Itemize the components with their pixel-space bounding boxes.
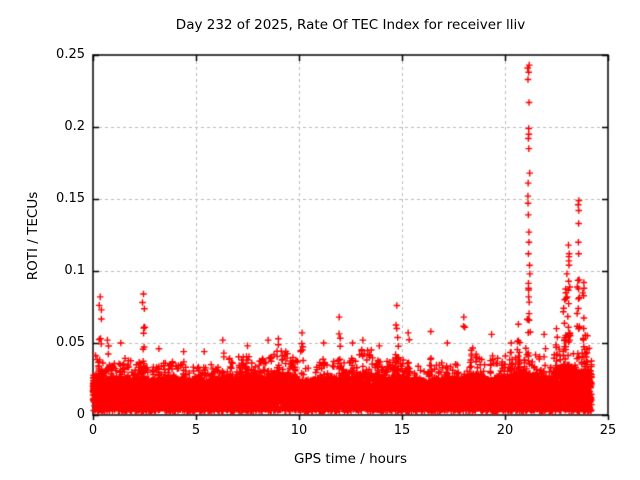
x-tick-label: 20 <box>496 423 514 438</box>
y-tick-label: 0.1 <box>64 263 85 278</box>
y-tick-label: 0.25 <box>56 47 85 62</box>
y-axis-label: ROTI / TECUs <box>25 191 41 281</box>
x-tick-label: 25 <box>599 423 617 438</box>
chart-title: Day 232 of 2025, Rate Of TEC Index for r… <box>175 17 526 33</box>
y-tick-label: 0 <box>76 407 85 422</box>
x-tick-label: 10 <box>290 423 308 438</box>
x-axis-label: GPS time / hours <box>293 451 408 467</box>
y-tick-label: 0.15 <box>56 191 85 206</box>
x-tick-label: 15 <box>393 423 411 438</box>
x-tick-label: 5 <box>191 423 201 438</box>
y-tick-label: 0.05 <box>56 335 85 350</box>
y-tick-label: 0.2 <box>64 119 85 134</box>
x-tick-label: 0 <box>88 423 98 438</box>
